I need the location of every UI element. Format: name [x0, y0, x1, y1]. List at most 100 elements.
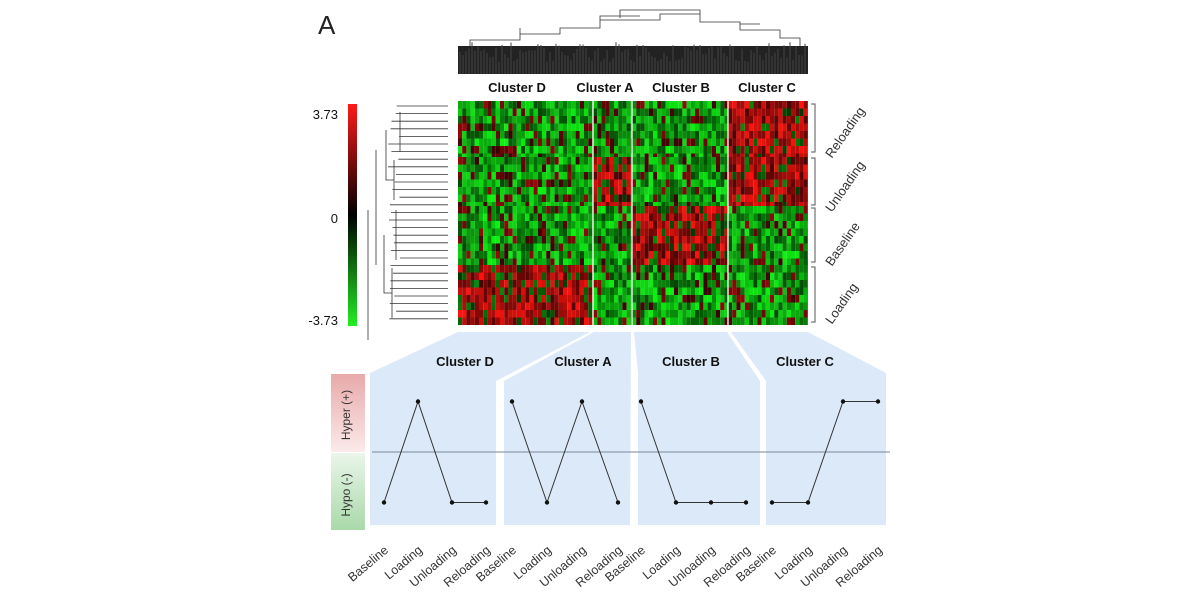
heatmap-cell — [546, 202, 550, 206]
heatmap-cell — [492, 202, 496, 206]
heatmap-cell — [741, 202, 745, 206]
heatmap-cell — [720, 273, 724, 281]
heatmap-cell — [601, 165, 605, 173]
heatmap-cell — [534, 310, 538, 318]
heatmap-cell — [804, 221, 808, 229]
heatmap-cell — [670, 154, 674, 158]
heatmap-cell — [462, 214, 466, 222]
heatmap-cell — [661, 206, 665, 214]
heatmap-cell — [649, 251, 653, 259]
heatmap-cell — [736, 139, 740, 147]
heatmap-cell — [799, 101, 803, 109]
heatmap-cell — [471, 251, 475, 259]
heatmap-cell — [799, 273, 803, 281]
heatmap-cell — [703, 146, 707, 154]
heatmap-cell — [745, 146, 749, 154]
heatmap-cell — [687, 180, 691, 188]
heatmap-cell — [487, 206, 491, 214]
heatmap-cell — [525, 202, 529, 206]
heatmap-cell — [804, 195, 808, 203]
heatmap-cell — [636, 165, 640, 173]
heatmap-cell — [791, 202, 795, 206]
heatmap-cell — [517, 214, 521, 222]
heatmap-cell — [699, 259, 703, 266]
heatmap-cell — [778, 221, 782, 229]
heatmap-cell — [640, 206, 644, 214]
heatmap-cell — [649, 109, 653, 117]
heatmap-cell — [716, 172, 720, 180]
heatmap-cell — [529, 187, 533, 195]
heatmap-cell — [479, 131, 483, 139]
heatmap-cell — [741, 131, 745, 139]
heatmap-cell — [757, 206, 761, 214]
heatmap-cell — [787, 172, 791, 180]
heatmap-cell — [736, 180, 740, 188]
heatmap-cell — [682, 139, 686, 147]
heatmap-cell — [606, 146, 610, 154]
heatmap-cell — [610, 206, 614, 214]
heatmap-cell — [745, 180, 749, 188]
heatmap-cell — [699, 288, 703, 296]
heatmap-cell — [534, 259, 538, 266]
heatmap-cell — [504, 303, 508, 311]
heatmap-cell — [584, 124, 588, 132]
heatmap-cell — [716, 244, 720, 252]
heatmap-cell — [682, 229, 686, 237]
heatmap-cell — [521, 265, 525, 273]
heatmap-cell — [601, 280, 605, 288]
heatmap-cell — [657, 187, 661, 195]
heatmap-cell — [517, 101, 521, 109]
heatmap-cell — [783, 259, 787, 266]
heatmap-cell — [521, 180, 525, 188]
heatmap-cell — [770, 259, 774, 266]
heatmap-cell — [466, 295, 470, 303]
heatmap-cell — [757, 310, 761, 318]
heatmap-cell — [571, 116, 575, 124]
heatmap-cell — [649, 139, 653, 147]
heatmap-cell — [691, 157, 695, 165]
heatmap-cell — [576, 280, 580, 288]
heatmap-cell — [475, 154, 479, 158]
heatmap-cell — [695, 214, 699, 222]
heatmap-cell — [521, 303, 525, 311]
heatmap-cell — [529, 295, 533, 303]
heatmap-cell — [691, 139, 695, 147]
heatmap-cell — [601, 318, 605, 326]
heatmap-cell — [749, 131, 753, 139]
heatmap-cell — [513, 124, 517, 132]
heatmap-cell — [580, 310, 584, 318]
heatmap-cell — [674, 116, 678, 124]
heatmap-cell — [504, 131, 508, 139]
heatmap-cell — [804, 295, 808, 303]
heatmap-cell — [716, 187, 720, 195]
heatmap-cell — [597, 265, 601, 273]
heatmap-cell — [521, 310, 525, 318]
heatmap-cell — [479, 251, 483, 259]
heatmap-cell — [567, 146, 571, 154]
heatmap-cell — [640, 318, 644, 326]
heatmap-cell — [504, 244, 508, 252]
heatmap-cell — [571, 265, 575, 273]
heatmap-cell — [749, 139, 753, 147]
heatmap-cell — [496, 172, 500, 180]
heatmap-cell — [804, 288, 808, 296]
heatmap-cell — [622, 265, 626, 273]
heatmap-cell — [804, 244, 808, 252]
heatmap-cell — [462, 236, 466, 244]
heatmap-cell — [513, 288, 517, 296]
heatmap-cell — [674, 244, 678, 252]
heatmap-cell — [699, 195, 703, 203]
heatmap-cell — [534, 154, 538, 158]
heatmap-cell — [521, 273, 525, 281]
heatmap-cell — [804, 280, 808, 288]
heatmap-cell — [487, 146, 491, 154]
heatmap-cell — [538, 146, 542, 154]
heatmap-cell — [614, 202, 618, 206]
heatmap-cell — [712, 165, 716, 173]
heatmap-cell — [674, 214, 678, 222]
heatmap-cell — [496, 259, 500, 266]
heatmap-cell — [791, 288, 795, 296]
heatmap-cell — [627, 146, 631, 154]
heatmap-cell — [716, 259, 720, 266]
heatmap-cell — [479, 303, 483, 311]
